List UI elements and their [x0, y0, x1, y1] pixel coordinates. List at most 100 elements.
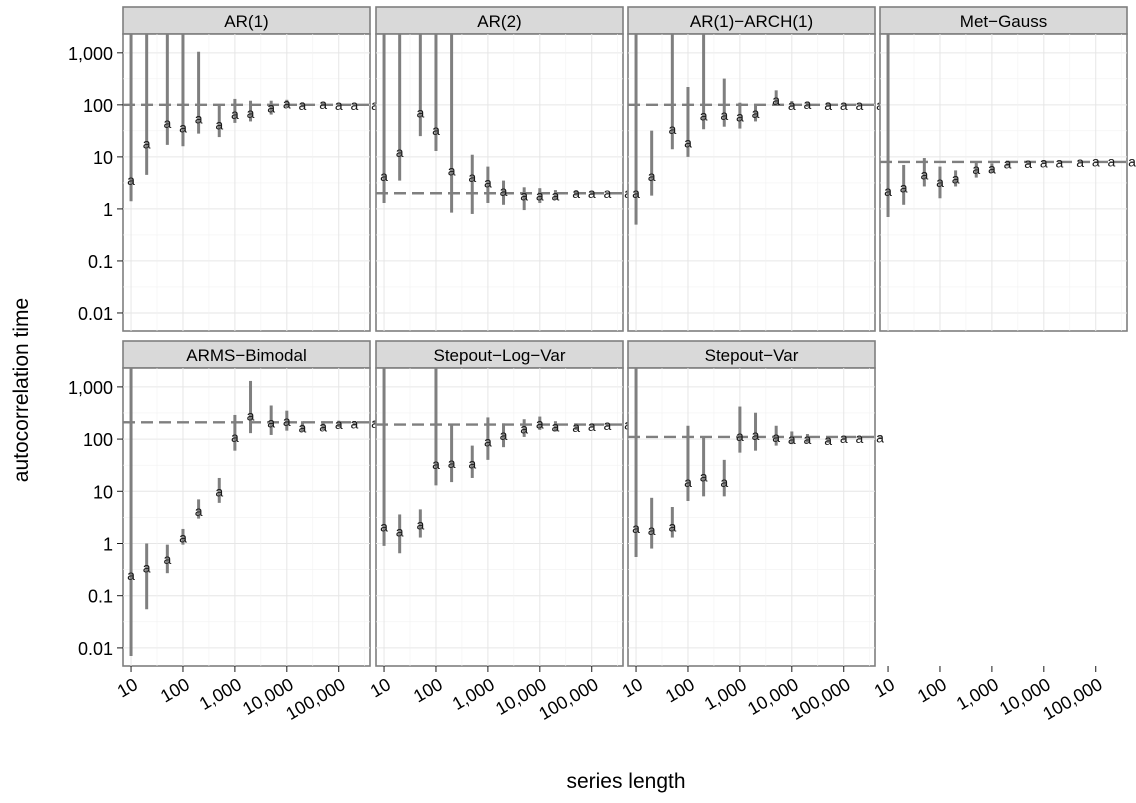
- estimate-point: a: [448, 455, 456, 471]
- estimate-point: a: [1107, 154, 1115, 170]
- estimate-point: a: [416, 517, 424, 533]
- estimate-point: a: [448, 162, 456, 178]
- estimate-point: a: [700, 107, 708, 123]
- estimate-point: a: [1076, 154, 1084, 170]
- estimate-point: a: [1040, 154, 1048, 170]
- estimate-point: a: [772, 92, 780, 108]
- y-tick-label: 100: [83, 96, 113, 116]
- estimate-point: a: [855, 430, 863, 446]
- y-axes: 0.01 0.1 1 10 100 1,000 0.01 0.1 1 10 100 1,000: [68, 44, 123, 659]
- estimate-point: a: [371, 97, 379, 113]
- estimate-point: a: [700, 469, 708, 485]
- x-tick-label: 1,000: [701, 674, 750, 714]
- estimate-point: a: [283, 96, 291, 112]
- x-tick-label: 100: [662, 674, 698, 706]
- estimate-point: a: [536, 415, 544, 431]
- panel-title: AR(1)−ARCH(1): [690, 12, 813, 31]
- x-tick-label: 1,000: [449, 674, 498, 714]
- estimate-point: a: [824, 97, 832, 113]
- estimate-point: a: [684, 134, 692, 150]
- estimate-point: a: [552, 418, 560, 434]
- estimate-point: a: [231, 429, 239, 445]
- estimate-point: a: [350, 415, 358, 431]
- estimate-point: a: [972, 161, 980, 177]
- estimate-point: a: [684, 474, 692, 490]
- panel-title: Met−Gauss: [960, 12, 1047, 31]
- panel-background: [627, 367, 876, 667]
- estimate-point: a: [299, 97, 307, 113]
- estimate-point: a: [520, 188, 528, 204]
- estimate-point: a: [588, 418, 596, 434]
- estimate-point: a: [840, 430, 848, 446]
- panel-title: ARMS−Bimodal: [186, 346, 306, 365]
- estimate-point: a: [632, 520, 640, 536]
- panel-strip: [627, 340, 876, 369]
- estimate-point: a: [720, 107, 728, 123]
- estimate-point: a: [143, 559, 151, 575]
- estimate-point: a: [335, 416, 343, 432]
- x-tick-label: 10: [367, 674, 394, 701]
- estimate-point: a: [804, 431, 812, 447]
- estimate-point: a: [247, 408, 255, 424]
- estimate-point: a: [143, 136, 151, 152]
- estimate-point: a: [952, 171, 960, 187]
- estimate-point: a: [500, 427, 508, 443]
- estimate-point: a: [179, 119, 187, 135]
- estimate-point: a: [350, 97, 358, 113]
- panel-title: Stepout−Log−Var: [433, 346, 565, 365]
- x-tick-label: 10: [114, 674, 141, 701]
- panel-background: [375, 33, 624, 332]
- estimate-point: a: [572, 419, 580, 435]
- estimate-point: a: [267, 100, 275, 116]
- estimate-point: a: [432, 456, 440, 472]
- estimate-point: a: [267, 414, 275, 430]
- panel-strip: [627, 6, 876, 35]
- estimate-point: a: [215, 483, 223, 499]
- panel-strip: [122, 6, 371, 35]
- estimate-point: a: [632, 185, 640, 201]
- estimate-point: a: [536, 188, 544, 204]
- y-tick-label: 1,000: [68, 378, 113, 398]
- estimate-point: a: [500, 183, 508, 199]
- y-tick-label: 0.01: [78, 639, 113, 659]
- estimate-point: a: [127, 567, 135, 583]
- estimate-point: a: [283, 413, 291, 429]
- x-tick-label: 1,000: [196, 674, 245, 714]
- panel-grid: [628, 34, 875, 331]
- estimate-point: a: [752, 105, 760, 121]
- x-tick-label: 10: [619, 674, 646, 701]
- estimate-point: a: [603, 185, 611, 201]
- estimate-point: a: [804, 96, 812, 112]
- x-tick-label: 100,000: [787, 674, 853, 724]
- estimate-point: a: [1128, 154, 1136, 170]
- x-tick-label: 100: [914, 674, 950, 706]
- y-tick-label: 1: [103, 534, 113, 554]
- estimate-point: a: [648, 168, 656, 184]
- estimate-point: a: [668, 519, 676, 535]
- estimate-point: a: [432, 122, 440, 138]
- estimate-point: a: [319, 96, 327, 112]
- estimate-point: a: [380, 168, 388, 184]
- estimate-point: a: [788, 97, 796, 113]
- estimate-point: a: [572, 185, 580, 201]
- y-tick-label: 10: [93, 148, 113, 168]
- estimate-point: a: [468, 456, 476, 472]
- panel-background: [122, 33, 371, 332]
- estimate-point: a: [736, 108, 744, 124]
- estimate-point: a: [215, 116, 223, 132]
- y-tick-label: 0.01: [78, 304, 113, 324]
- panel-background: [375, 367, 624, 667]
- estimate-point: a: [396, 523, 404, 539]
